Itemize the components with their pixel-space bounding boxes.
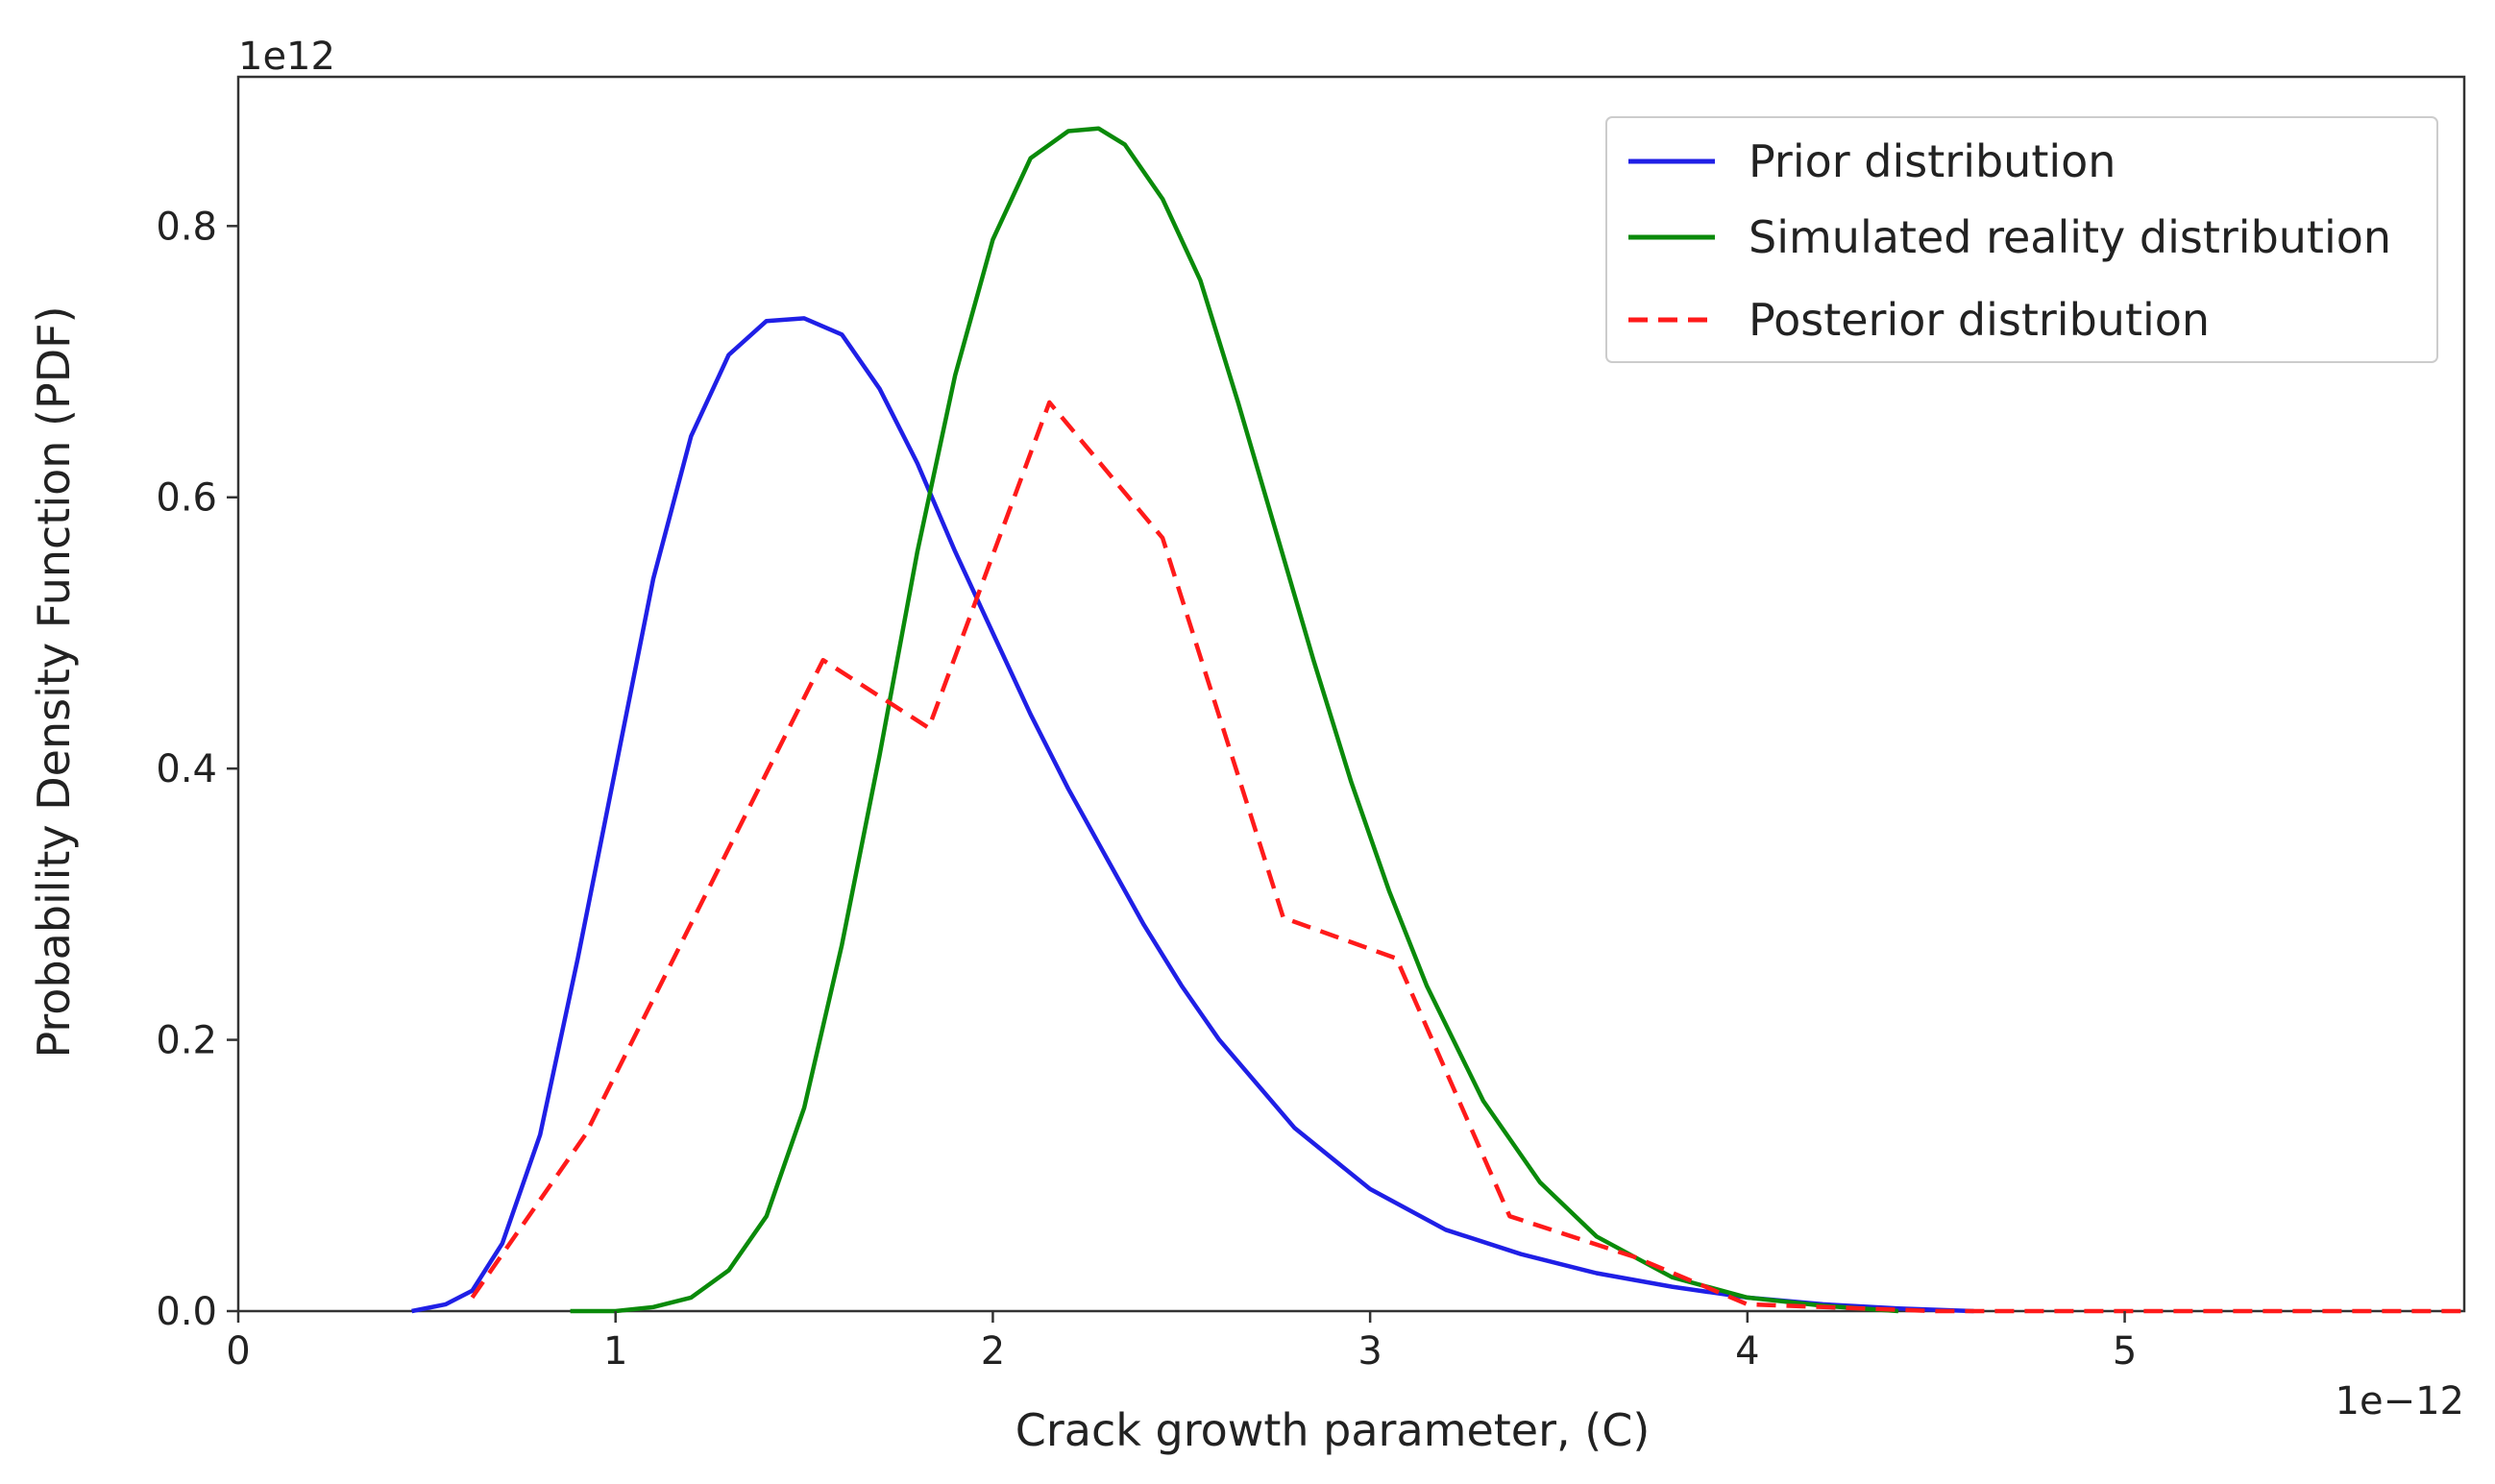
y-tick-label: 0.6	[156, 476, 217, 521]
legend-box	[1605, 116, 2438, 363]
x-offset-label: 1e−12	[2336, 1379, 2464, 1423]
y-offset-label: 1e12	[238, 35, 335, 79]
series-line-simulated-reality-distribution	[570, 126, 1899, 1314]
x-tick-label: 4	[1735, 1329, 1759, 1374]
x-tick-label: 5	[2113, 1329, 2137, 1374]
legend-label: Simulated reality distribution	[1749, 211, 2391, 263]
x-tick-label: 0	[226, 1329, 250, 1374]
legend: Prior distribution Simulated reality dist…	[1605, 116, 2438, 363]
x-tick-label: 3	[1358, 1329, 1382, 1374]
y-axis-ticks: 0.0 0.2 0.4 0.6 0.8	[156, 205, 238, 1334]
x-tick-label: 2	[981, 1329, 1005, 1374]
y-tick-label: 0.0	[156, 1290, 217, 1334]
y-axis-label: Probability Density Function (PDF)	[28, 305, 80, 1058]
legend-label: Prior distribution	[1749, 135, 2116, 187]
y-tick-label: 0.8	[156, 205, 217, 249]
series-line-prior-distribution	[411, 316, 1974, 1314]
x-axis-label: Crack growth parameter, (C)	[1015, 1404, 1651, 1456]
legend-label: Posterior distribution	[1749, 294, 2210, 346]
y-tick-label: 0.2	[156, 1019, 217, 1063]
plot-frame	[236, 75, 2466, 1313]
x-axis-ticks: 0 1 2 3 4 5	[226, 1311, 2137, 1374]
legend-items: Prior distribution Simulated reality dist…	[1628, 135, 2391, 346]
series-line-posterior-distribution	[470, 400, 2464, 1314]
y-tick-label: 0.4	[156, 747, 217, 791]
plot-area: 0 1 2 3 4 5 0.0 0.2 0.4 0.6 0.8	[156, 75, 2466, 1374]
series-layer	[411, 126, 2464, 1314]
x-tick-label: 1	[603, 1329, 627, 1374]
